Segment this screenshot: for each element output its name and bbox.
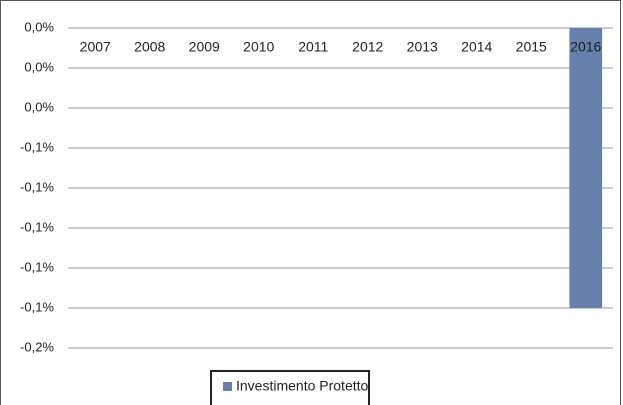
- x-tick-label: 2009: [189, 39, 220, 55]
- x-tick-label: 2014: [461, 39, 492, 55]
- x-tick-label: 2012: [352, 39, 383, 55]
- y-tick-label: 0,0%: [24, 99, 54, 114]
- x-tick-label: 2010: [243, 39, 274, 55]
- y-tick-label: 0,0%: [24, 59, 54, 74]
- y-tick-label: -0,2%: [20, 339, 54, 354]
- legend-box: [210, 370, 370, 405]
- bar: [569, 28, 603, 308]
- x-tick-label: 2013: [407, 39, 438, 55]
- y-tick-label: -0,1%: [20, 299, 54, 314]
- x-tick-label: 2008: [134, 39, 165, 55]
- y-tick-label: -0,1%: [20, 219, 54, 234]
- legend-swatch: [223, 382, 232, 391]
- y-tick-label: 0,0%: [24, 19, 54, 34]
- legend: Investimento Protetto: [210, 370, 370, 405]
- x-tick-label: 2011: [298, 39, 328, 55]
- y-tick-label: -0,1%: [20, 139, 54, 154]
- x-tick-label: 2016: [570, 39, 601, 55]
- legend-label: Investimento Protetto: [236, 378, 369, 394]
- y-tick-label: -0,1%: [20, 179, 54, 194]
- y-tick-label: -0,1%: [20, 259, 54, 274]
- x-tick-label: 2015: [516, 39, 547, 55]
- x-tick-label: 2007: [80, 39, 111, 55]
